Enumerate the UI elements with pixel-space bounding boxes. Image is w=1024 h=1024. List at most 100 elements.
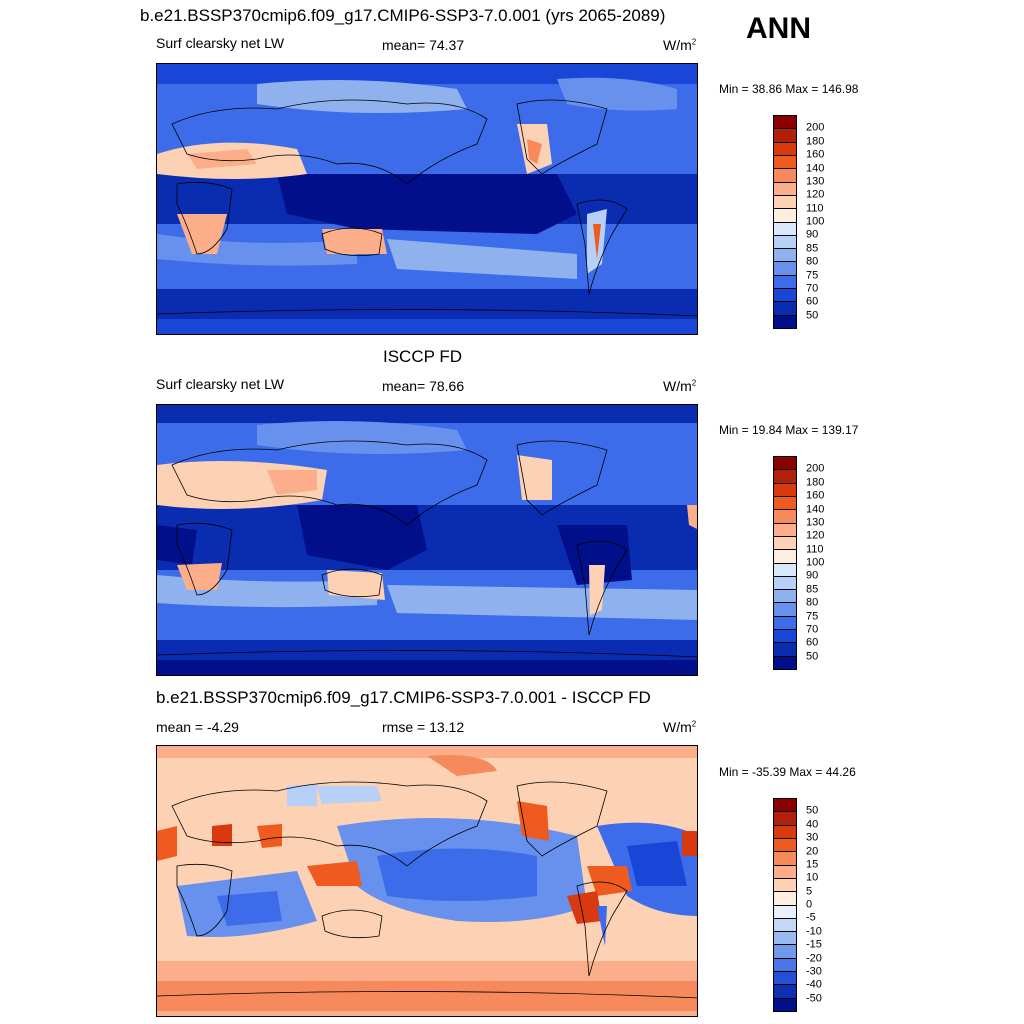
- panel-1-minmax: Min = 38.86 Max = 146.98: [719, 82, 859, 96]
- colorbar-tick: 140: [806, 503, 825, 515]
- colorbar-tick: -30: [806, 965, 822, 978]
- colorbar-segment: [774, 590, 796, 604]
- panel-2-mean-label: mean= 78.66: [382, 378, 465, 394]
- panel-2-colorbar: [773, 456, 797, 670]
- colorbar-segment: [774, 878, 796, 893]
- colorbar-segment: [774, 603, 796, 617]
- colorbar-tick: 5: [806, 885, 813, 898]
- colorbar-segment: [774, 116, 796, 130]
- colorbar-segment: [774, 235, 796, 250]
- colorbar-tick: -15: [806, 938, 822, 951]
- colorbar-tick: 15: [806, 858, 819, 871]
- colorbar-segment: [774, 289, 796, 303]
- colorbar-tick: 60: [806, 295, 819, 308]
- colorbar-tick: 50: [806, 804, 819, 817]
- colorbar-segment: [774, 550, 796, 564]
- panel-2-variable-label: Surf clearsky net LW: [156, 376, 285, 392]
- panel-1-units: W/m2: [663, 37, 697, 53]
- panel-3-minmax: Min = -35.39 Max = 44.26: [719, 765, 856, 779]
- colorbar-tick: 70: [806, 282, 819, 295]
- colorbar-segment: [774, 209, 796, 223]
- colorbar-segment: [774, 195, 796, 210]
- panel-2-colorbar-ticks: 200 180 160 140 130 120 110 100 90 85 80…: [806, 456, 866, 670]
- case-title: b.e21.BSSP370cmip6.f09_g17.CMIP6-SSP3-7.…: [140, 6, 666, 25]
- colorbar-tick: 0: [806, 898, 813, 911]
- colorbar-tick: 80: [806, 255, 819, 268]
- colorbar-tick: 100: [806, 556, 825, 569]
- colorbar-segment: [774, 643, 796, 657]
- colorbar-tick: 40: [806, 818, 819, 831]
- colorbar-segment: [774, 656, 796, 669]
- colorbar-tick: 85: [806, 242, 819, 255]
- colorbar-tick: 120: [806, 188, 825, 201]
- colorbar-segment: [774, 142, 796, 156]
- colorbar-segment: [774, 616, 796, 631]
- colorbar-segment: [774, 998, 796, 1011]
- colorbar-tick: -5: [806, 911, 816, 924]
- colorbar-tick: -20: [806, 952, 822, 964]
- colorbar-segment: [774, 563, 796, 577]
- colorbar-tick: 75: [806, 269, 819, 281]
- colorbar-tick: 180: [806, 135, 825, 148]
- colorbar-tick: 50: [806, 650, 819, 663]
- colorbar-segment: [774, 985, 796, 999]
- panel-3-units: W/m2: [663, 719, 697, 735]
- panel-1-mean-label: mean= 74.37: [382, 37, 465, 53]
- colorbar-tick: 90: [806, 569, 819, 582]
- colorbar-tick: 60: [806, 636, 819, 649]
- colorbar-segment: [774, 249, 796, 263]
- panel-2-map: [156, 404, 698, 676]
- colorbar-segment: [774, 262, 796, 276]
- colorbar-segment: [774, 825, 796, 839]
- colorbar-tick: 160: [806, 489, 825, 502]
- panel-2-map-field: [157, 405, 697, 675]
- colorbar-segment: [774, 302, 796, 316]
- panel-3-map-field: [157, 746, 697, 1016]
- colorbar-segment: [774, 905, 796, 919]
- panel-1-colorbar-ticks: 200 180 160 140 130 120 110 100 90 85 80…: [806, 115, 866, 329]
- colorbar-tick: 110: [806, 202, 824, 215]
- season-label: ANN: [746, 12, 811, 45]
- panel-1-map: [156, 63, 698, 335]
- colorbar-segment: [774, 838, 796, 853]
- panel-2-minmax: Min = 19.84 Max = 139.17: [719, 423, 859, 437]
- panel-1-colorbar: [773, 115, 797, 329]
- panel-2-units: W/m2: [663, 378, 697, 394]
- panel-3-title: b.e21.BSSP370cmip6.f09_g17.CMIP6-SSP3-7.…: [156, 688, 651, 707]
- colorbar-segment: [774, 852, 796, 866]
- colorbar-tick: 75: [806, 610, 819, 622]
- colorbar-tick: 50: [806, 309, 819, 322]
- colorbar-segment: [774, 129, 796, 143]
- colorbar-tick: 130: [806, 516, 825, 529]
- colorbar-segment: [774, 576, 796, 591]
- colorbar-tick: 110: [806, 543, 824, 556]
- colorbar-tick: 180: [806, 476, 825, 489]
- colorbar-tick: 85: [806, 583, 819, 596]
- colorbar-tick: 130: [806, 175, 825, 188]
- colorbar-segment: [774, 496, 796, 511]
- colorbar-tick: 70: [806, 623, 819, 636]
- colorbar-segment: [774, 630, 796, 644]
- colorbar-tick: 10: [806, 871, 819, 884]
- colorbar-segment: [774, 972, 796, 986]
- panel-3-map: [156, 745, 698, 1017]
- colorbar-segment: [774, 799, 796, 813]
- colorbar-tick: -50: [806, 992, 822, 1005]
- colorbar-segment: [774, 169, 796, 183]
- colorbar-segment: [774, 932, 796, 946]
- colorbar-segment: [774, 510, 796, 524]
- colorbar-tick: 200: [806, 462, 825, 475]
- colorbar-tick: 30: [806, 831, 819, 844]
- colorbar-segment: [774, 536, 796, 551]
- colorbar-segment: [774, 470, 796, 484]
- panel-3-colorbar-ticks: 50 40 30 20 15 10 5 0 -5 -10 -15 -20 -30…: [806, 798, 866, 1012]
- colorbar-tick: 200: [806, 121, 825, 134]
- colorbar-segment: [774, 155, 796, 170]
- colorbar-segment: [774, 315, 796, 328]
- colorbar-segment: [774, 958, 796, 973]
- colorbar-segment: [774, 812, 796, 826]
- colorbar-tick: -40: [806, 978, 822, 991]
- colorbar-tick: 90: [806, 228, 819, 241]
- colorbar-tick: 160: [806, 148, 825, 161]
- colorbar-segment: [774, 222, 796, 236]
